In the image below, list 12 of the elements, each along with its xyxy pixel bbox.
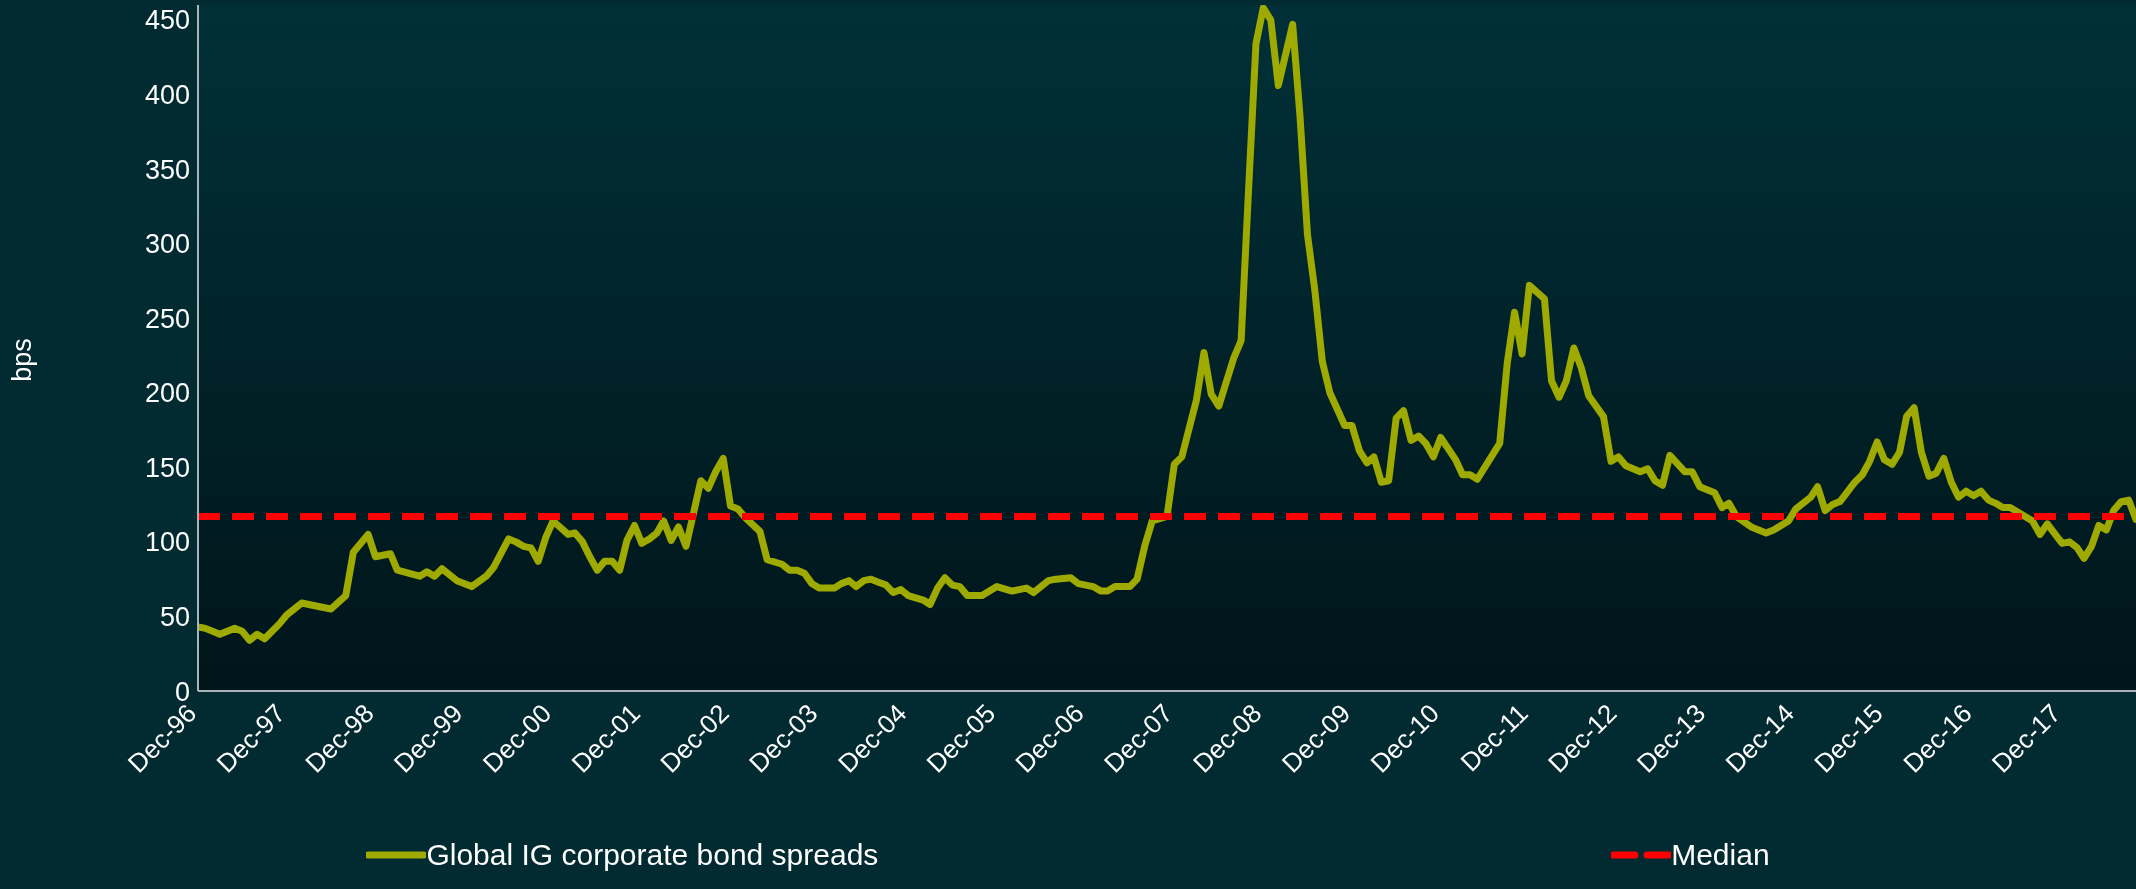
y-tick-label: 200 xyxy=(144,378,190,409)
y-tick-label: 300 xyxy=(144,229,190,260)
y-tick-label: 400 xyxy=(144,80,190,111)
y-tick-label: 150 xyxy=(144,452,190,483)
y-axis-title: bps xyxy=(6,338,38,382)
y-tick-label: 250 xyxy=(144,303,190,334)
y-tick-label: 50 xyxy=(159,602,190,633)
y-tick-label: 450 xyxy=(144,5,190,36)
y-tick-label: 350 xyxy=(144,154,190,185)
y-tick-label: 100 xyxy=(144,527,190,558)
legend-label: Global IG corporate bond spreads xyxy=(426,838,879,872)
legend-label: Median xyxy=(1671,838,1770,872)
